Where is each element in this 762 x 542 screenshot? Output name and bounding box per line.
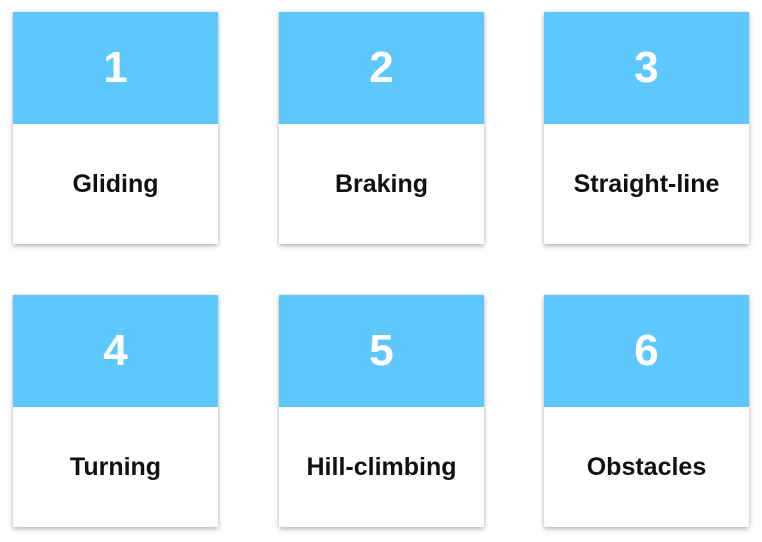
step-number-header: 2 bbox=[279, 12, 484, 124]
step-card-4: 4 Turning bbox=[13, 295, 218, 527]
step-card-6: 6 Obstacles bbox=[544, 295, 749, 527]
step-number-header: 1 bbox=[13, 12, 218, 124]
step-number-header: 5 bbox=[279, 295, 484, 407]
step-label: Straight-line bbox=[573, 169, 720, 198]
step-number-header: 6 bbox=[544, 295, 749, 407]
step-label: Hill-climbing bbox=[306, 452, 457, 481]
step-number-header: 4 bbox=[13, 295, 218, 407]
step-label: Gliding bbox=[72, 169, 159, 198]
step-card-5: 5 Hill-climbing bbox=[279, 295, 484, 527]
step-card-3: 3 Straight-line bbox=[544, 12, 749, 244]
step-label: Obstacles bbox=[586, 452, 707, 481]
step-card-2: 2 Braking bbox=[279, 12, 484, 244]
step-number-header: 3 bbox=[544, 12, 749, 124]
step-label: Braking bbox=[334, 169, 429, 198]
step-card-1: 1 Gliding bbox=[13, 12, 218, 244]
step-label: Turning bbox=[69, 452, 162, 481]
